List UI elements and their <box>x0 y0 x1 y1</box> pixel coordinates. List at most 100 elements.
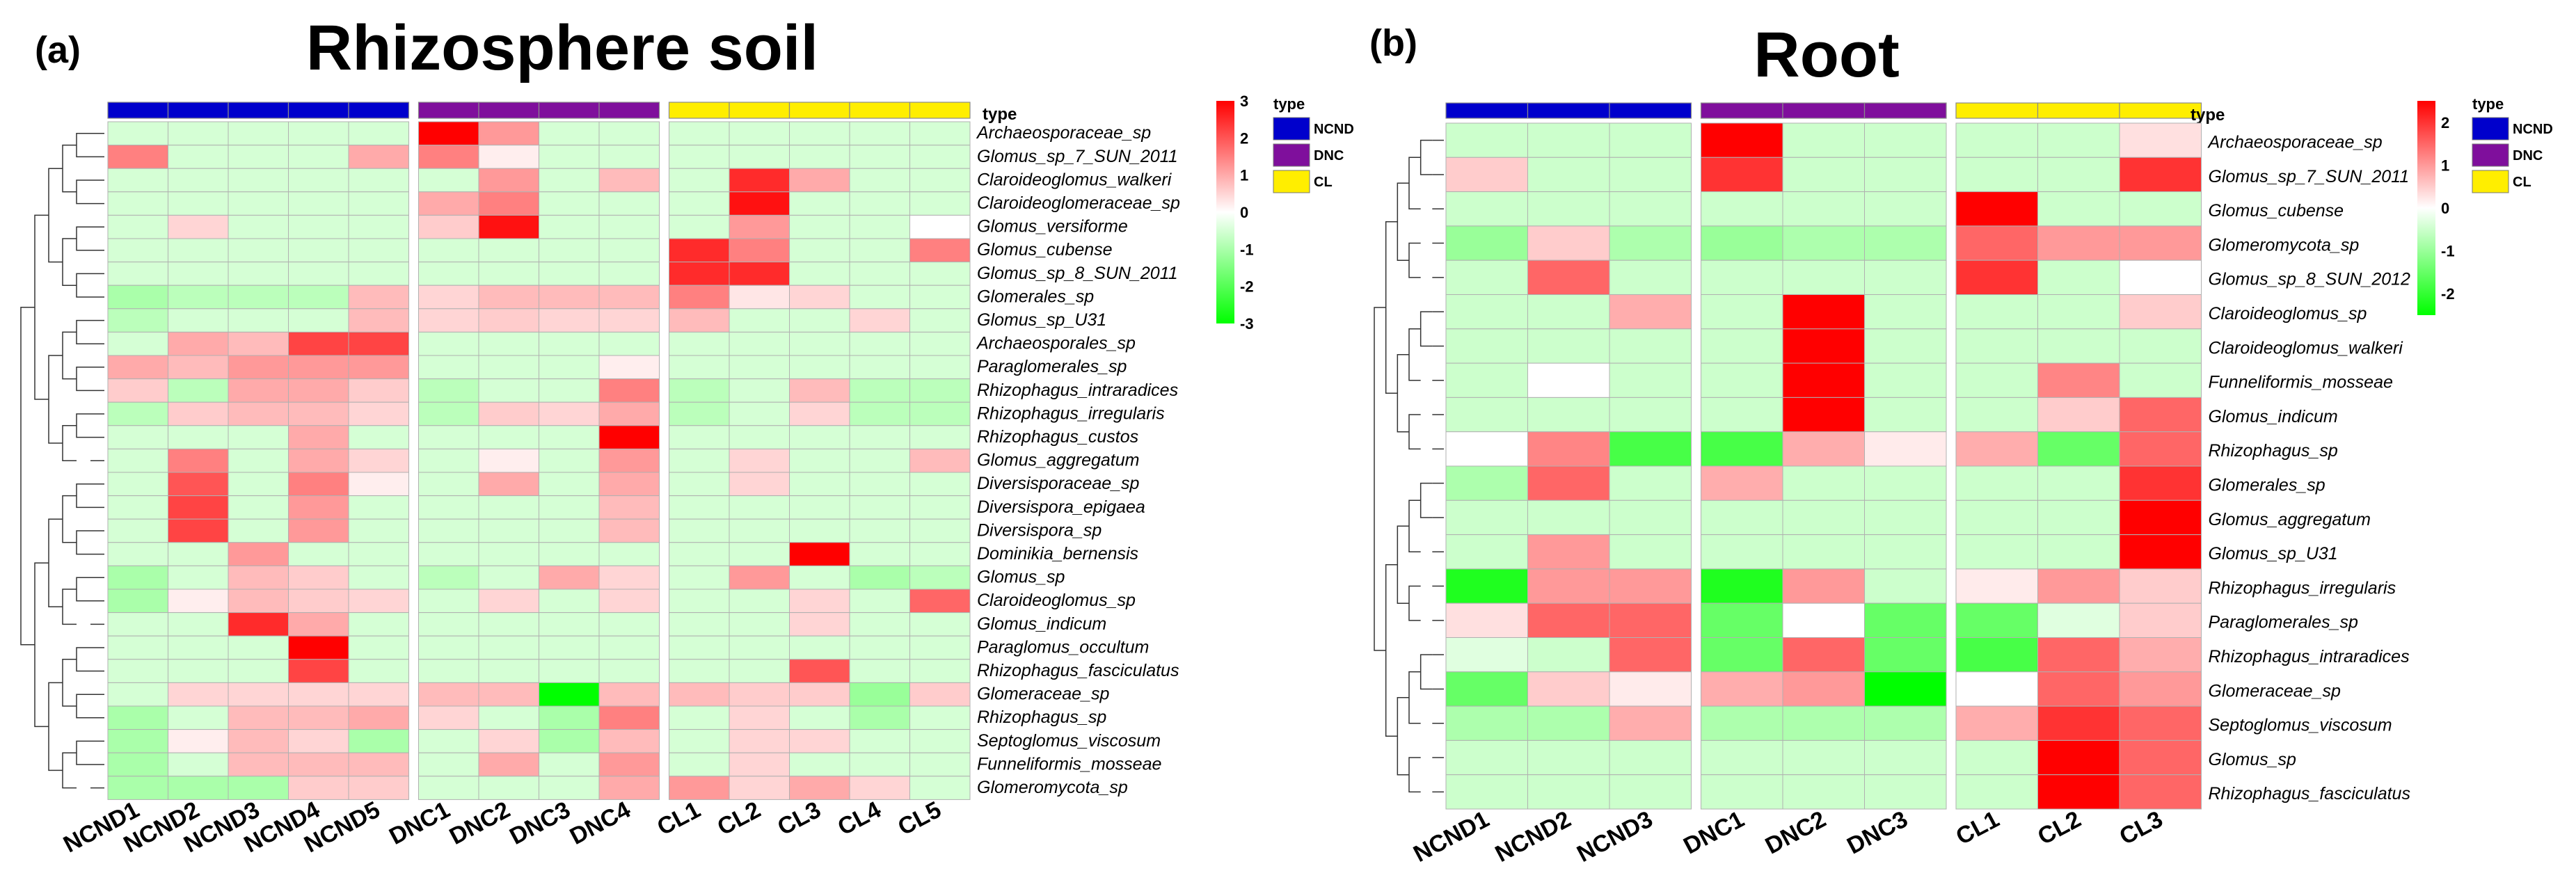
heatmap-cell <box>729 238 790 263</box>
heatmap-cell <box>849 378 910 403</box>
heatmap-cell <box>107 495 168 520</box>
heatmap-cell <box>789 168 850 193</box>
heatmap-cell <box>909 448 971 473</box>
heatmap-cell <box>669 214 730 239</box>
heatmap-cell <box>288 238 349 263</box>
heatmap-cell <box>1609 362 1692 398</box>
heatmap-cell <box>789 518 850 543</box>
heatmap-cell <box>107 214 168 239</box>
heatmap-cell <box>2119 122 2202 158</box>
heatmap-cell <box>849 729 910 753</box>
column-label: CL1 <box>653 797 705 841</box>
heatmap-cell <box>539 776 600 800</box>
heatmap-cell <box>729 448 790 473</box>
panel-rhizosphere-soil: (a) Rhizosphere soil type Archaeosporace… <box>20 13 1354 858</box>
heatmap-cell <box>789 448 850 473</box>
column-label: NCND3 <box>1573 806 1657 868</box>
heatmap-cell <box>1527 637 1610 673</box>
row-label: Septoglomus_viscosum <box>977 731 1161 751</box>
heatmap-cell <box>228 495 289 520</box>
heatmap-cell <box>228 238 289 263</box>
heatmap-cell <box>288 729 349 753</box>
dendrogram-branch <box>34 562 49 728</box>
heatmap-cell <box>1527 431 1610 467</box>
heatmap-cell <box>1782 671 1865 707</box>
heatmap-cell <box>1701 534 1783 570</box>
heatmap-cell <box>168 401 229 426</box>
heatmap-cell <box>478 542 539 566</box>
heatmap-cell <box>909 705 971 730</box>
heatmap-cell <box>478 565 539 590</box>
dendrogram-branch <box>48 518 63 607</box>
heatmap-cell <box>1701 362 1783 398</box>
heatmap-cell <box>598 355 660 380</box>
row-label: Claroideoglomeraceae_sp <box>977 193 1180 213</box>
heatmap-cell <box>1864 671 1947 707</box>
heatmap-cell <box>789 472 850 497</box>
heatmap-cell <box>669 355 730 380</box>
heatmap-cell <box>789 589 850 614</box>
heatmap-cell <box>729 705 790 730</box>
row-label: Glomus_sp_U31 <box>977 310 1106 330</box>
heatmap-cell <box>669 776 730 800</box>
heatmap-cell <box>228 752 289 777</box>
heatmap-cell <box>729 285 790 310</box>
heatmap-cell <box>2119 362 2202 398</box>
heatmap-cell <box>348 378 409 403</box>
heatmap-cell <box>168 168 229 193</box>
heatmap-cell <box>228 705 289 730</box>
type-annotation-label: type <box>983 105 1017 124</box>
column-label: CL5 <box>893 797 946 841</box>
row-label: Glomerales_sp <box>2209 475 2325 495</box>
heatmap-cell <box>107 518 168 543</box>
heatmap-cell <box>1701 671 1783 707</box>
colorbar-tick-label: 3 <box>1240 93 1248 110</box>
heatmap-cell <box>1864 397 1947 433</box>
heatmap-cell <box>1609 499 1692 536</box>
heatmap-cell <box>348 752 409 777</box>
legend-label-cl: CL <box>1314 175 1333 190</box>
heatmap-cell <box>1527 671 1610 707</box>
heatmap-cell <box>478 448 539 473</box>
heatmap-cell <box>539 285 600 310</box>
heatmap-cell <box>228 635 289 660</box>
heatmap-cell <box>1527 774 1610 810</box>
heatmap-cell <box>789 495 850 520</box>
heatmap-cell <box>478 776 539 800</box>
heatmap-cell <box>1955 259 2038 296</box>
row-label: Glomus_indicum <box>2209 407 2338 426</box>
dendrogram-branch <box>1397 354 1409 433</box>
heatmap-cell <box>2037 122 2120 158</box>
heatmap-cell <box>2119 499 2202 536</box>
heatmap-cell <box>909 472 971 497</box>
colorbar-tick-label: 0 <box>1240 204 1248 221</box>
heatmap-cell <box>107 635 168 660</box>
heatmap-cell <box>1864 534 1947 570</box>
heatmap-cell <box>1955 499 2038 536</box>
dendrogram-branch <box>76 694 90 719</box>
heatmap-cell <box>909 752 971 777</box>
row-labels: Archaeosporaceae_sp Glomus_sp_7_SUN_2011 C… <box>976 123 1180 797</box>
heatmap-cell <box>1527 225 1610 261</box>
row-label: Diversispora_sp <box>977 520 1102 540</box>
heatmap-cell <box>1609 397 1692 433</box>
row-label: Archaeosporaceae_sp <box>976 123 1151 143</box>
heatmap-cell <box>418 168 479 193</box>
heatmap-cell <box>107 589 168 614</box>
column-label: DNC2 <box>1761 806 1831 860</box>
heatmap-cell <box>2037 637 2120 673</box>
heatmap-cell <box>418 448 479 473</box>
column-label: DNC1 <box>1679 806 1749 860</box>
type-bar-cl <box>2037 102 2120 119</box>
heatmap-cell <box>909 262 971 286</box>
heatmap-cell <box>2037 225 2120 261</box>
heatmap-cell <box>107 612 168 637</box>
heatmap-cell <box>669 238 730 263</box>
heatmap-cell <box>1527 568 1610 604</box>
heatmap-cell <box>909 518 971 543</box>
row-label: Diversispora_epigaea <box>977 497 1145 517</box>
heatmap-cell <box>669 682 730 707</box>
heatmap-cell <box>348 659 409 683</box>
heatmap-cell <box>1701 602 1783 639</box>
